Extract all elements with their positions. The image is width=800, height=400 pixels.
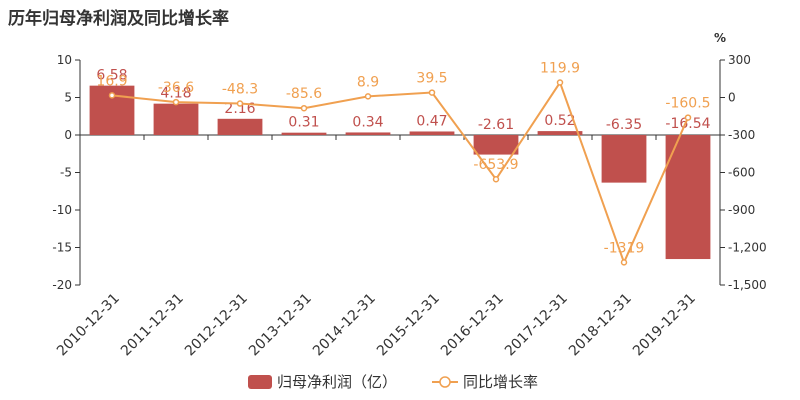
- chart-title: 历年归母净利润及同比增长率: [8, 9, 229, 29]
- growth-point: [684, 114, 692, 121]
- bar: [601, 135, 647, 183]
- growth-value-label: 8.9: [357, 74, 379, 90]
- legend-line-label: 同比增长率: [463, 373, 538, 391]
- growth-value-label: 39.5: [416, 71, 447, 87]
- growth-point: [492, 175, 500, 183]
- y-right-unit-label: %: [714, 31, 726, 45]
- y-right-tick-label: -600: [728, 166, 755, 180]
- bar: [281, 132, 327, 135]
- growth-point: [172, 98, 180, 106]
- growth-point: [620, 259, 628, 266]
- bar-value-label: 0.47: [416, 113, 447, 129]
- legend-bar-swatch: [248, 375, 272, 389]
- x-category-label: 2010-12-31: [54, 291, 123, 360]
- x-category-label: 2011-12-31: [118, 291, 187, 360]
- growth-point: [556, 79, 564, 86]
- y-left-tick-label: -20: [52, 278, 72, 292]
- bar-value-label: 0.34: [352, 114, 383, 130]
- growth-value-label: -36.6: [158, 80, 194, 96]
- bar: [409, 131, 455, 135]
- bar-value-label: -2.61: [478, 117, 514, 133]
- y-right-tick-label: -1,200: [728, 241, 767, 255]
- x-category-label: 2014-12-31: [310, 291, 379, 360]
- y-left-tick-label: 10: [57, 53, 72, 67]
- x-category-label: 2013-12-31: [246, 291, 315, 360]
- growth-line: [111, 80, 689, 266]
- x-category-label: 2016-12-31: [438, 291, 507, 360]
- bar: [345, 132, 391, 135]
- x-category-label: 2012-12-31: [182, 291, 251, 360]
- y-left-tick-label: -5: [60, 166, 72, 180]
- growth-point: [236, 100, 244, 107]
- growth-value-label: -1319: [604, 240, 645, 256]
- y-left-tick-label: -10: [52, 203, 72, 217]
- y-left-tick-label: 0: [64, 128, 72, 142]
- y-right-tick-label: -1,500: [728, 278, 767, 292]
- y-left-tick-label: -15: [52, 241, 72, 255]
- bar-value-label: -6.35: [606, 117, 642, 133]
- legend-line-marker: [439, 376, 451, 388]
- growth-point: [364, 93, 372, 100]
- x-category-label: 2019-12-31: [630, 291, 699, 360]
- bar: [153, 103, 199, 135]
- y-right-tick-label: 0: [728, 91, 736, 105]
- y-left-tick-label: 5: [64, 91, 72, 105]
- growth-value-label: -160.5: [665, 96, 710, 112]
- bar-value-label: 6.58: [96, 68, 127, 84]
- growth-value-label: 119.9: [540, 61, 580, 77]
- y-right-tick-label: -900: [728, 203, 755, 217]
- growth-point: [300, 104, 308, 112]
- y-right-tick-label: 300: [728, 53, 751, 67]
- bar: [665, 135, 711, 260]
- growth-value-label: -653.9: [473, 157, 518, 173]
- bar-value-label: -16.54: [665, 116, 710, 132]
- bar: [537, 131, 583, 135]
- bar-value-label: 0.31: [288, 115, 319, 131]
- x-category-label: 2018-12-31: [566, 291, 635, 360]
- legend-bar-label: 归母净利润（亿）: [277, 373, 397, 391]
- bar: [473, 135, 519, 155]
- growth-value-label: 16.9: [96, 73, 127, 89]
- growth-point: [428, 89, 436, 96]
- x-category-label: 2017-12-31: [502, 291, 571, 360]
- bar-value-label: 0.52: [544, 113, 575, 129]
- growth-point: [108, 92, 116, 99]
- bar-value-label: 4.18: [160, 86, 191, 102]
- x-category-label: 2015-12-31: [374, 291, 443, 360]
- growth-value-label: -48.3: [222, 82, 258, 98]
- bar: [217, 118, 263, 135]
- growth-value-label: -85.6: [286, 86, 322, 102]
- y-right-tick-label: -300: [728, 128, 755, 142]
